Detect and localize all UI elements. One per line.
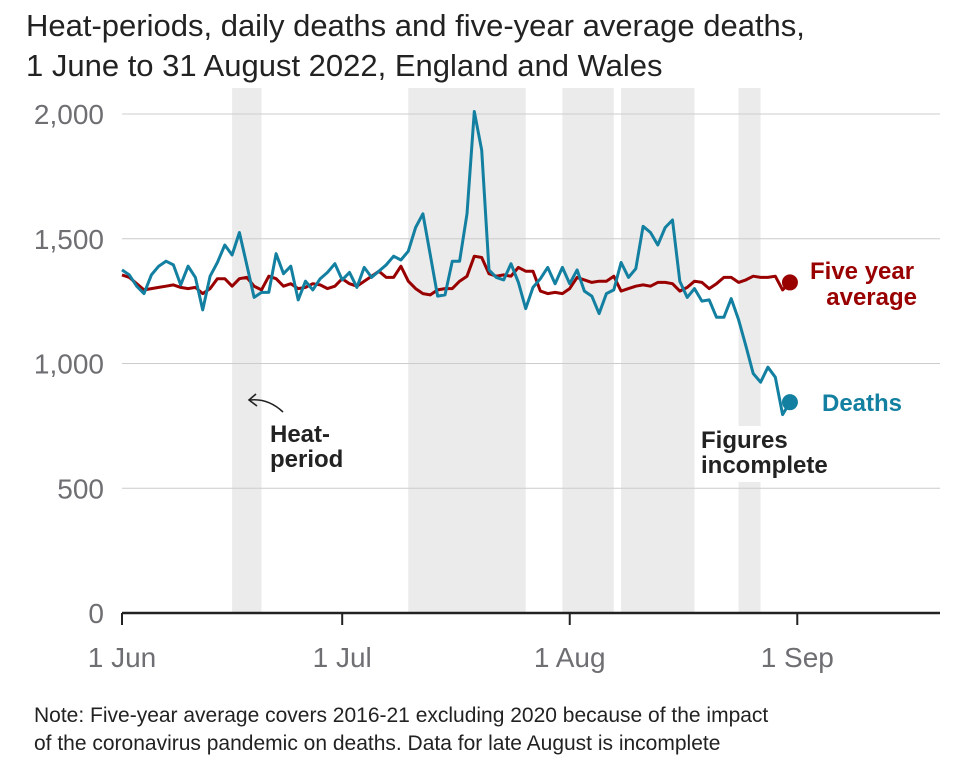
series-lines [121,110,798,417]
heat-period-band-5 [738,88,761,613]
chart-note-line-2: of the coronavirus pandemic on deaths. D… [34,732,721,755]
x-axis-ticks: 1 Jun 1 Jul 1 Aug 1 Sep [88,613,834,673]
x-tick-label-4: 1 Sep [761,642,834,673]
heat-period-arrow-head [247,393,258,407]
heat-period-band-4 [621,88,695,613]
x-tick-label-2: 1 Jul [313,642,372,673]
y-tick-label-1000: 1,000 [34,349,104,380]
x-tick-label-3: 1 Aug [534,642,606,673]
heat-period-arrow [249,398,284,413]
chart-title-line-1: Heat-periods, daily deaths and five-year… [26,8,805,43]
line-chart: 0 500 1,000 1,500 2,000 1 Jun 1 Jul 1 Aug 1 Sep… [34,88,940,673]
y-tick-label-0: 0 [88,598,104,629]
deaths-end-point [781,394,798,411]
figures-incomplete-backdrop [698,426,846,482]
heat-period-label-line-1: Heat- [270,421,330,448]
average-label-line-2: average [826,284,917,311]
heat-period-band-3 [562,88,614,613]
heat-period-band-1 [232,88,262,613]
y-tick-label-2000: 2,000 [34,99,104,130]
figures-incomplete-line-1: Figures [701,427,788,454]
average-label-line-1: Five year [810,258,914,285]
heat-period-label-line-2: period [270,446,343,473]
figures-incomplete-line-2: incomplete [701,452,828,479]
gridlines [122,113,940,615]
five-year-average-end-point [781,274,798,291]
chart-title-line-2: 1 June to 31 August 2022, England and Wa… [26,48,663,83]
heat-period-band-2 [408,88,526,613]
y-tick-label-500: 500 [57,473,104,504]
deaths-line [121,110,792,417]
chart-note: Note: Five-year average covers 2016-21 e… [34,702,964,758]
y-axis-ticks: 0 500 1,000 1,500 2,000 [34,99,104,629]
chart-title: Heat-periods, daily deaths and five-year… [26,6,956,86]
x-tick-label-1: 1 Jun [88,642,157,673]
heat-period-bands [232,88,761,613]
deaths-label: Deaths [822,390,902,417]
chart-note-line-1: Note: Five-year average covers 2016-21 e… [34,704,769,727]
y-tick-label-1500: 1,500 [34,224,104,255]
five-year-average-line [121,254,791,297]
